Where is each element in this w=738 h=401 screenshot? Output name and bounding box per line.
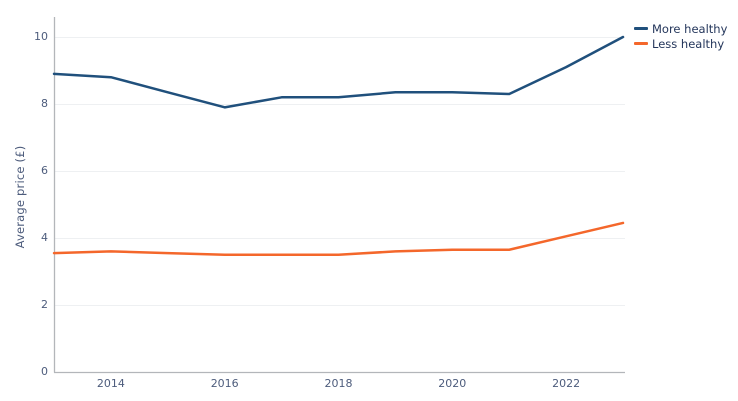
legend-swatch [634, 27, 648, 30]
legend: More healthy Less healthy [634, 21, 727, 51]
legend-label: Less healthy [652, 36, 725, 51]
x-tick-label: 2022 [552, 377, 581, 390]
y-tick-label: 0 [41, 365, 48, 378]
legend-item-more-healthy[interactable]: More healthy [634, 21, 727, 36]
y-tick-label: 10 [34, 30, 48, 43]
x-tick-label: 2018 [324, 377, 353, 390]
legend-swatch [634, 42, 648, 45]
legend-label: More healthy [652, 21, 728, 36]
series-line-less-healthy [52, 221, 625, 256]
series-line-more-healthy [52, 35, 625, 109]
y-tick-label: 8 [41, 97, 48, 110]
y-tick-label: 2 [41, 298, 48, 311]
legend-item-less-healthy[interactable]: Less healthy [634, 36, 727, 51]
x-tick-label: 2014 [96, 377, 125, 390]
y-tick-label: 6 [41, 164, 48, 177]
y-tick-label: 4 [41, 231, 48, 244]
x-tick-label: 2020 [438, 377, 467, 390]
x-tick-label: 2016 [210, 377, 239, 390]
